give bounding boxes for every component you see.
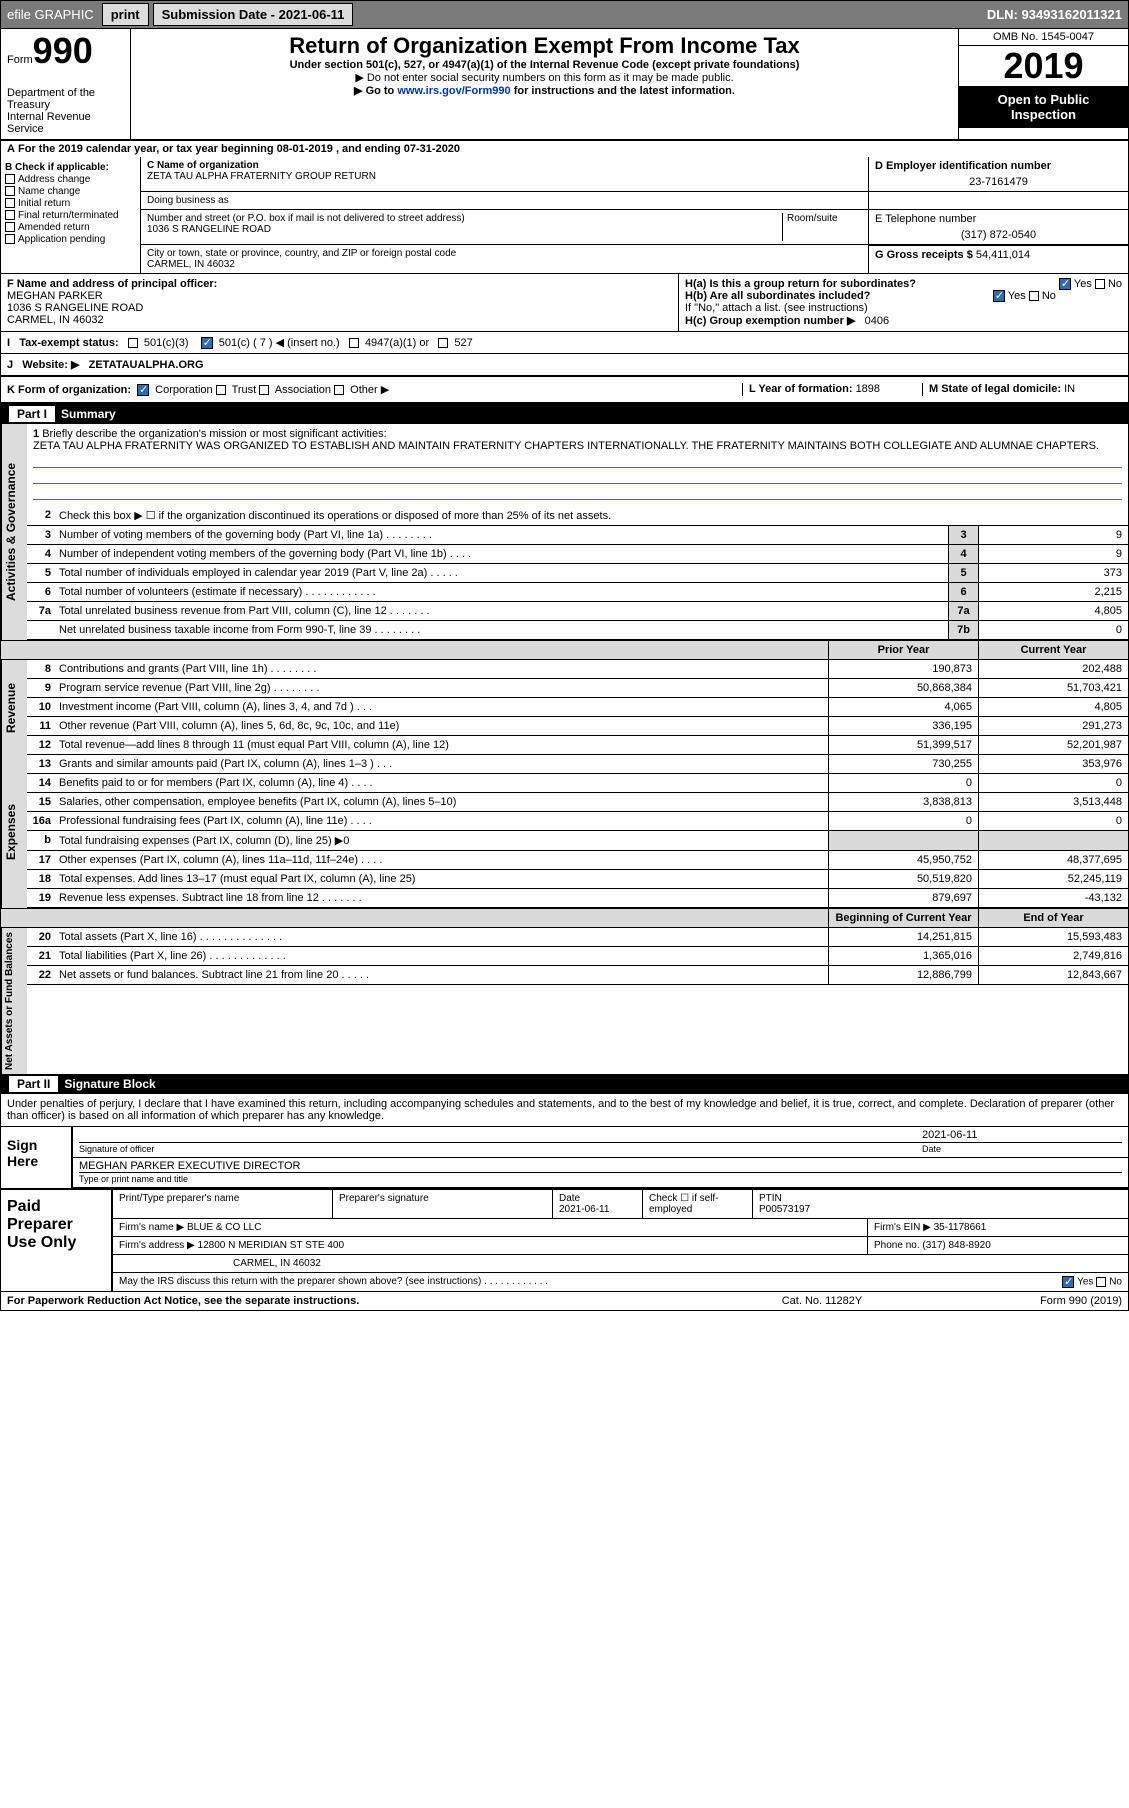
- officer-name: MEGHAN PARKER EXECUTIVE DIRECTOR: [79, 1160, 1122, 1173]
- efile-label: efile GRAPHIC: [1, 7, 100, 22]
- org-name: ZETA TAU ALPHA FRATERNITY GROUP RETURN: [147, 171, 376, 182]
- expenses-label: Expenses: [1, 755, 27, 908]
- current-year-header: Current Year: [978, 641, 1128, 659]
- part-1-header: Part ISummary: [1, 404, 1128, 424]
- omb-number: OMB No. 1545-0047: [959, 29, 1128, 46]
- eoy-header: End of Year: [978, 909, 1128, 927]
- form-header: Form990 Department of the Treasury Inter…: [1, 29, 1128, 141]
- net-assets-label: Net Assets or Fund Balances: [1, 928, 27, 1074]
- website-row: J Website: ▶ ZETATAUALPHA.ORG: [1, 354, 1128, 377]
- tax-exempt-status: I Tax-exempt status: 501(c)(3) 501(c) ( …: [1, 332, 1128, 354]
- table-row: 20Total assets (Part X, line 16) . . . .…: [27, 928, 1128, 947]
- table-row: Net unrelated business taxable income fr…: [27, 621, 1128, 640]
- mission: 1 Briefly describe the organization's mi…: [27, 424, 1128, 506]
- table-row: 12Total revenue—add lines 8 through 11 (…: [27, 736, 1128, 755]
- form-number: 990: [33, 30, 93, 71]
- gross-receipts: 54,411,014: [976, 249, 1030, 261]
- table-row: 8Contributions and grants (Part VIII, li…: [27, 660, 1128, 679]
- section-h: H(a) Is this a group return for subordin…: [678, 274, 1128, 331]
- website: ZETATAUALPHA.ORG: [89, 359, 204, 371]
- irs-link[interactable]: www.irs.gov/Form990: [397, 85, 510, 97]
- governance-label: Activities & Governance: [1, 424, 27, 640]
- address: 1036 S RANGELINE ROAD: [147, 224, 271, 235]
- prior-year-header: Prior Year: [828, 641, 978, 659]
- topbar: efile GRAPHIC print Submission Date - 20…: [1, 1, 1128, 29]
- table-row: 14Benefits paid to or for members (Part …: [27, 774, 1128, 793]
- section-b: B Check if applicable: Address change Na…: [1, 157, 141, 273]
- table-row: 6Total number of volunteers (estimate if…: [27, 583, 1128, 602]
- print-button[interactable]: print: [102, 3, 149, 26]
- table-row: 10Investment income (Part VIII, column (…: [27, 698, 1128, 717]
- table-row: 19Revenue less expenses. Subtract line 1…: [27, 889, 1128, 908]
- declaration: Under penalties of perjury, I declare th…: [1, 1094, 1128, 1127]
- table-row: 22Net assets or fund balances. Subtract …: [27, 966, 1128, 985]
- open-public: Open to Public Inspection: [959, 86, 1128, 128]
- sign-here-label: Sign Here: [1, 1127, 71, 1188]
- tax-period: A For the 2019 calendar year, or tax yea…: [1, 141, 1128, 157]
- table-row: 18Total expenses. Add lines 13–17 (must …: [27, 870, 1128, 889]
- revenue-label: Revenue: [1, 660, 27, 755]
- table-row: 4Number of independent voting members of…: [27, 545, 1128, 564]
- dln: DLN: 93493162011321: [981, 7, 1128, 22]
- table-row: 5Total number of individuals employed in…: [27, 564, 1128, 583]
- footer: For Paperwork Reduction Act Notice, see …: [1, 1291, 1128, 1310]
- table-row: 11Other revenue (Part VIII, column (A), …: [27, 717, 1128, 736]
- table-row: 15Salaries, other compensation, employee…: [27, 793, 1128, 812]
- part-2-header: Part IISignature Block: [1, 1074, 1128, 1094]
- table-row: 16aProfessional fundraising fees (Part I…: [27, 812, 1128, 831]
- form-title: Return of Organization Exempt From Incom…: [139, 33, 950, 59]
- tax-year: 2019: [959, 46, 1128, 86]
- table-row: 21Total liabilities (Part X, line 26) . …: [27, 947, 1128, 966]
- table-row: 3Number of voting members of the governi…: [27, 526, 1128, 545]
- table-row: 7aTotal unrelated business revenue from …: [27, 602, 1128, 621]
- firm-name: BLUE & CO LLC: [187, 1222, 261, 1233]
- table-row: 13Grants and similar amounts paid (Part …: [27, 755, 1128, 774]
- table-row: 9Program service revenue (Part VIII, lin…: [27, 679, 1128, 698]
- submission-date: Submission Date - 2021-06-11: [153, 3, 354, 26]
- city-state-zip: CARMEL, IN 46032: [147, 259, 235, 270]
- table-row: 17Other expenses (Part IX, column (A), l…: [27, 851, 1128, 870]
- table-row: bTotal fundraising expenses (Part IX, co…: [27, 831, 1128, 851]
- paid-preparer-label: Paid Preparer Use Only: [1, 1190, 111, 1291]
- ein: 23-7161479: [875, 176, 1122, 188]
- section-f: F Name and address of principal officer:…: [1, 274, 678, 331]
- phone: (317) 872-0540: [875, 229, 1122, 241]
- boy-header: Beginning of Current Year: [828, 909, 978, 927]
